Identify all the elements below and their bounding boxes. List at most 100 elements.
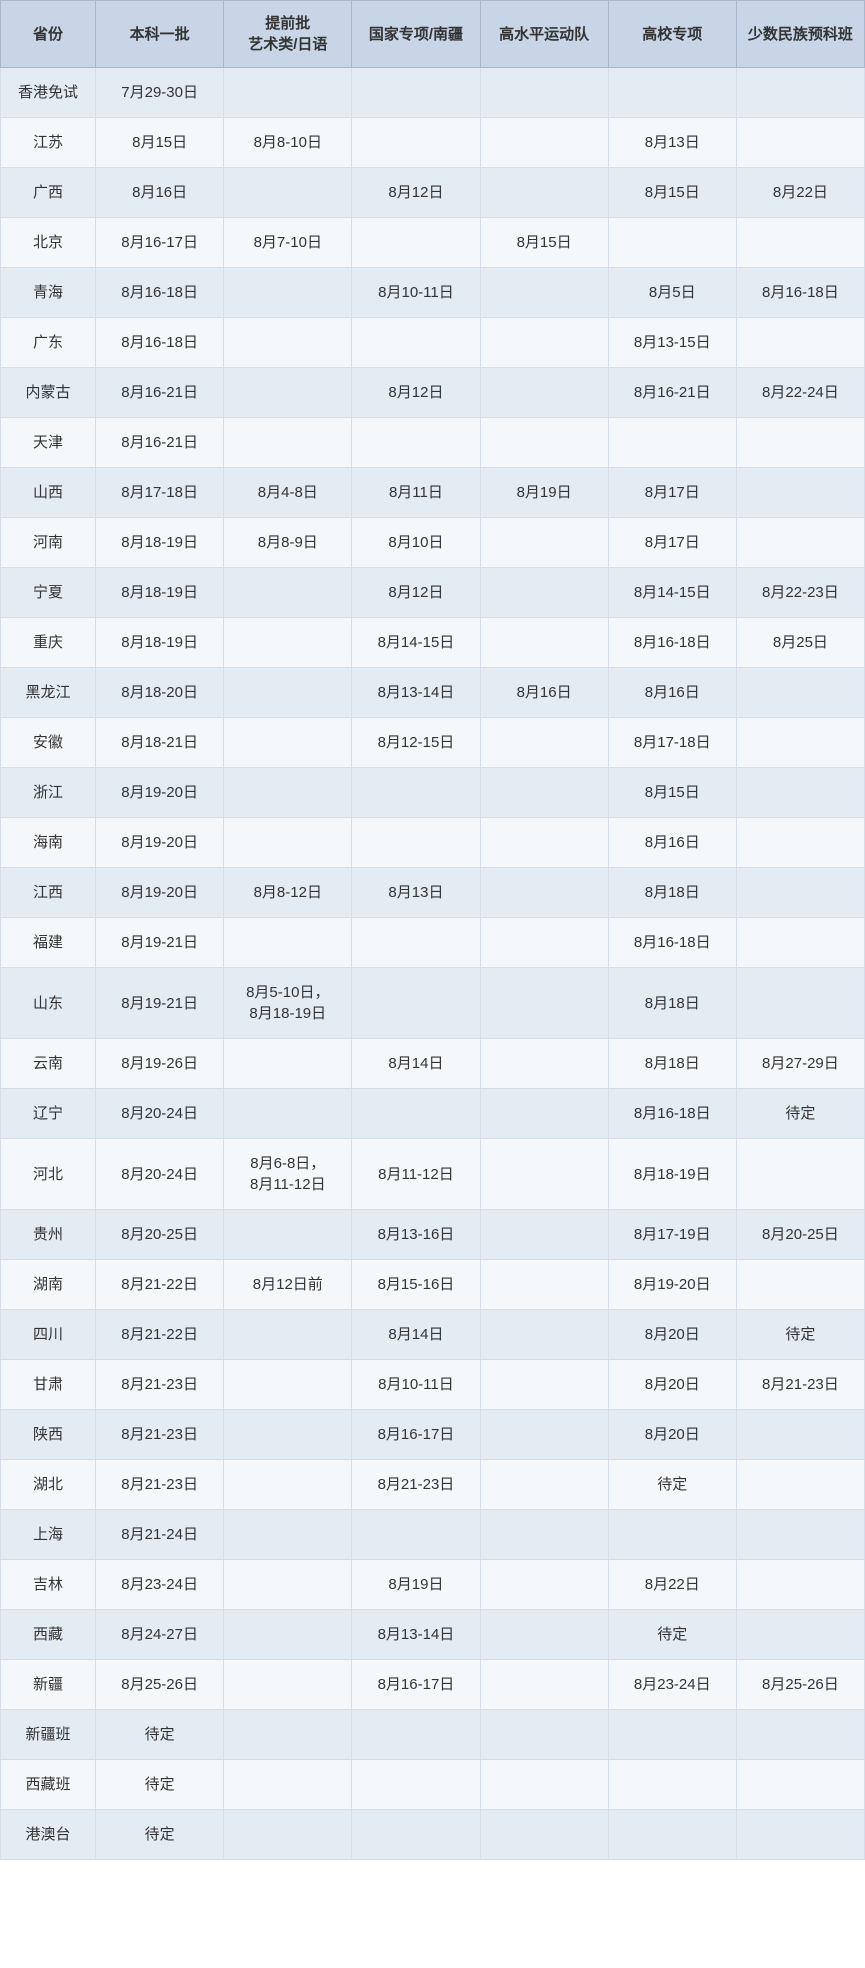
- date-cell: 8月19-21日: [96, 918, 224, 968]
- date-cell: 8月20-25日: [96, 1210, 224, 1260]
- table-row: 宁夏8月18-19日8月12日8月14-15日8月22-23日: [1, 568, 865, 618]
- date-cell: 8月13-16日: [352, 1210, 480, 1260]
- table-row: 重庆8月18-19日8月14-15日8月16-18日8月25日: [1, 618, 865, 668]
- date-cell: 8月16-18日: [736, 268, 864, 318]
- date-cell: 8月17-18日: [608, 718, 736, 768]
- date-cell: [224, 718, 352, 768]
- date-cell: 待定: [96, 1810, 224, 1860]
- date-cell: 8月20-25日: [736, 1210, 864, 1260]
- date-cell: 8月16-18日: [96, 318, 224, 368]
- table-row: 湖北8月21-23日8月21-23日待定: [1, 1460, 865, 1510]
- table-row: 新疆班待定: [1, 1710, 865, 1760]
- date-cell: 待定: [736, 1310, 864, 1360]
- date-cell: 8月25日: [736, 618, 864, 668]
- date-cell: [352, 968, 480, 1039]
- date-cell: 8月18日: [608, 868, 736, 918]
- date-cell: [480, 868, 608, 918]
- date-cell: 8月19-20日: [96, 818, 224, 868]
- province-cell: 河北: [1, 1139, 96, 1210]
- date-cell: 8月23-24日: [608, 1660, 736, 1710]
- province-cell: 港澳台: [1, 1810, 96, 1860]
- date-cell: [224, 1560, 352, 1610]
- date-cell: [736, 518, 864, 568]
- date-cell: [224, 1610, 352, 1660]
- date-cell: 8月18日: [608, 968, 736, 1039]
- date-cell: [736, 1460, 864, 1510]
- province-cell: 甘肃: [1, 1360, 96, 1410]
- date-cell: 8月8-9日: [224, 518, 352, 568]
- date-cell: [736, 718, 864, 768]
- date-cell: 8月15日: [608, 768, 736, 818]
- date-cell: [224, 318, 352, 368]
- date-cell: [736, 1560, 864, 1610]
- province-cell: 青海: [1, 268, 96, 318]
- table-row: 香港免试7月29-30日: [1, 68, 865, 118]
- date-cell: 8月16日: [608, 668, 736, 718]
- date-cell: 8月18-20日: [96, 668, 224, 718]
- table-row: 湖南8月21-22日8月12日前8月15-16日8月19-20日: [1, 1260, 865, 1310]
- province-cell: 上海: [1, 1510, 96, 1560]
- date-cell: 8月22日: [736, 168, 864, 218]
- date-cell: 待定: [608, 1460, 736, 1510]
- table-row: 西藏班待定: [1, 1760, 865, 1810]
- date-cell: [352, 1089, 480, 1139]
- date-cell: [480, 1510, 608, 1560]
- date-cell: 8月10-11日: [352, 268, 480, 318]
- date-cell: 待定: [96, 1760, 224, 1810]
- date-cell: 8月14日: [352, 1310, 480, 1360]
- table-row: 江苏8月15日8月8-10日8月13日: [1, 118, 865, 168]
- date-cell: [480, 1210, 608, 1260]
- date-cell: 8月27-29日: [736, 1039, 864, 1089]
- date-cell: 8月13-14日: [352, 668, 480, 718]
- province-cell: 河南: [1, 518, 96, 568]
- date-cell: [480, 1089, 608, 1139]
- date-cell: [736, 1760, 864, 1810]
- date-cell: 8月17日: [608, 468, 736, 518]
- table-row: 安徽8月18-21日8月12-15日8月17-18日: [1, 718, 865, 768]
- date-cell: [736, 118, 864, 168]
- date-cell: 8月15-16日: [352, 1260, 480, 1310]
- header-national-special: 国家专项/南疆: [352, 1, 480, 68]
- date-cell: 8月21-23日: [96, 1410, 224, 1460]
- date-cell: [224, 768, 352, 818]
- table-row: 上海8月21-24日: [1, 1510, 865, 1560]
- date-cell: [736, 1510, 864, 1560]
- province-cell: 内蒙古: [1, 368, 96, 418]
- date-cell: [608, 1760, 736, 1810]
- date-cell: [736, 768, 864, 818]
- date-cell: [736, 968, 864, 1039]
- date-cell: 8月16-18日: [608, 918, 736, 968]
- date-cell: 8月13-14日: [352, 1610, 480, 1660]
- date-cell: [352, 1510, 480, 1560]
- date-cell: [480, 1139, 608, 1210]
- date-cell: 8月19-20日: [96, 768, 224, 818]
- date-cell: 8月25-26日: [96, 1660, 224, 1710]
- table-row: 内蒙古8月16-21日8月12日8月16-21日8月22-24日: [1, 368, 865, 418]
- date-cell: 8月10日: [352, 518, 480, 568]
- table-header-row: 省份 本科一批 提前批艺术类/日语 国家专项/南疆 高水平运动队 高校专项 少数…: [1, 1, 865, 68]
- province-cell: 辽宁: [1, 1089, 96, 1139]
- date-cell: 8月12日: [352, 368, 480, 418]
- date-cell: 8月18-19日: [96, 568, 224, 618]
- date-cell: [480, 318, 608, 368]
- date-cell: 8月16-21日: [96, 418, 224, 468]
- date-cell: 8月19日: [480, 468, 608, 518]
- date-cell: [736, 318, 864, 368]
- date-cell: 8月24-27日: [96, 1610, 224, 1660]
- date-cell: [224, 1760, 352, 1810]
- table-row: 四川8月21-22日8月14日8月20日待定: [1, 1310, 865, 1360]
- header-sports: 高水平运动队: [480, 1, 608, 68]
- date-cell: 8月11日: [352, 468, 480, 518]
- date-cell: [736, 818, 864, 868]
- date-cell: 8月6-8日，8月11-12日: [224, 1139, 352, 1210]
- date-cell: 8月16-18日: [96, 268, 224, 318]
- table-row: 山东8月19-21日8月5-10日，8月18-19日8月18日: [1, 968, 865, 1039]
- table-row: 西藏8月24-27日8月13-14日待定: [1, 1610, 865, 1660]
- date-cell: 8月4-8日: [224, 468, 352, 518]
- date-cell: 8月21-23日: [96, 1360, 224, 1410]
- date-cell: 8月25-26日: [736, 1660, 864, 1710]
- date-cell: [736, 68, 864, 118]
- date-cell: [480, 918, 608, 968]
- table-row: 天津8月16-21日: [1, 418, 865, 468]
- date-cell: 8月11-12日: [352, 1139, 480, 1210]
